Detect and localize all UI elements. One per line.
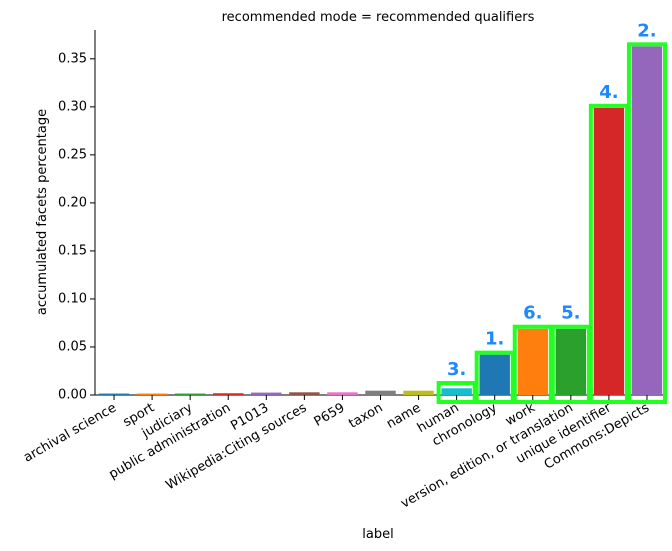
- bars: [98, 46, 663, 395]
- highlight-rank-label: 2.: [637, 20, 656, 41]
- y-axis-label: accumulated facets percentage: [35, 109, 50, 315]
- x-tick-label: archival science: [21, 400, 119, 465]
- y-tick-label: 0.25: [58, 147, 87, 162]
- bar: [251, 392, 282, 395]
- bar: [98, 393, 130, 395]
- y-tick-label: 0.30: [58, 99, 87, 114]
- bar: [441, 388, 472, 395]
- bar: [365, 390, 396, 395]
- y-tick-label: 0.10: [58, 291, 87, 306]
- x-axis-label: label: [362, 527, 393, 542]
- bar: [289, 392, 320, 395]
- bar: [403, 390, 434, 395]
- y-tick-label: 0.35: [58, 51, 87, 66]
- highlights: 3. 1. 6. 5. 4. 2.: [436, 20, 668, 405]
- bar: [593, 107, 625, 395]
- x-tick-label: P659: [312, 400, 348, 429]
- highlight-rank-label: 1.: [485, 329, 504, 350]
- y-tick-label: 0.05: [58, 339, 87, 354]
- highlight-rank-label: 3.: [447, 359, 466, 380]
- highlight-rank-label: 5.: [561, 303, 580, 324]
- bar: [213, 393, 244, 395]
- bar: [631, 46, 663, 395]
- y-tick-label: 0.15: [58, 243, 87, 258]
- bar: [517, 328, 548, 395]
- highlight-rank-label: 6.: [523, 303, 542, 324]
- bar: [555, 328, 587, 395]
- bar: [479, 354, 510, 395]
- y-tick-label: 0.00: [58, 388, 87, 403]
- highlight-rank-label: 4.: [599, 82, 618, 103]
- highlight-box: [588, 103, 629, 404]
- bar: [174, 393, 206, 395]
- chart-title: recommended mode = recommended qualifier…: [222, 10, 535, 25]
- bar: [327, 392, 358, 395]
- bar: [136, 393, 168, 395]
- y-axis: 0.00 0.05 0.10 0.15 0.20 0.25 0.30 0.35: [58, 30, 96, 403]
- highlight-box: [626, 42, 668, 404]
- y-tick-label: 0.20: [58, 195, 87, 210]
- x-tick-label: taxon: [346, 400, 385, 431]
